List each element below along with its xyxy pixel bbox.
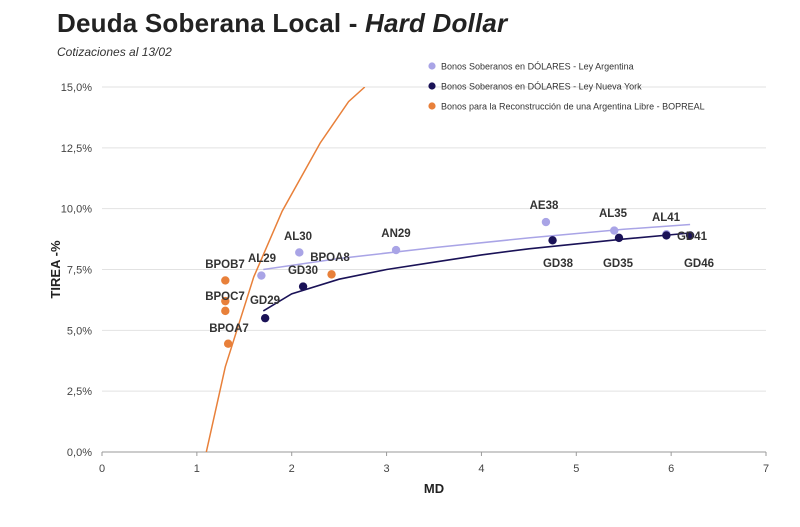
point-label: BPOC7 — [205, 291, 245, 303]
data-point-bpob7 — [221, 276, 230, 285]
x-tick-label: 4 — [478, 463, 484, 475]
point-label: GD30 — [288, 265, 318, 277]
data-point-bpoa8 — [327, 270, 336, 279]
data-point-gd38 — [548, 236, 557, 245]
data-point-an29 — [391, 245, 401, 255]
legend-label: Bonos Soberanos en DÓLARES - Ley Argenti… — [441, 62, 634, 72]
y-tick-label: 2,5% — [67, 386, 92, 398]
point-label: AL30 — [284, 231, 312, 243]
data-point-bpoc7 — [221, 296, 230, 306]
chart-title-italic: Hard Dollar — [365, 8, 508, 38]
point-label: GD41 — [677, 231, 708, 243]
x-tick-label: 3 — [384, 463, 390, 475]
chart-title: Deuda Soberana Local - Hard Dollar — [57, 8, 507, 39]
legend-marker-series-1 — [428, 62, 436, 70]
y-tick-label: 0,0% — [67, 447, 92, 459]
data-point-bpoc7b — [221, 306, 230, 316]
point-label: BPOA7 — [209, 323, 249, 335]
point-label: GD35 — [603, 258, 634, 270]
legend-label: Bonos para la Reconstrucción de una Arge… — [441, 102, 705, 112]
point-label: AL41 — [652, 212, 681, 224]
data-point-gd35 — [614, 233, 624, 243]
trendline-series-2 — [262, 232, 691, 312]
x-tick-label: 0 — [99, 463, 105, 475]
x-tick-label: 1 — [194, 463, 200, 475]
legend-marker-series-3 — [428, 102, 436, 110]
legend-label: Bonos Soberanos en DÓLARES - Ley Nueva Y… — [441, 82, 642, 92]
trendline-series-3 — [205, 87, 366, 452]
data-point-al29 — [257, 271, 266, 280]
trendline-series-1 — [263, 223, 691, 271]
data-point-gd30 — [298, 282, 308, 291]
point-label: GD29 — [250, 295, 280, 307]
data-point-gd29 — [260, 313, 270, 323]
y-tick-label: 10,0% — [61, 204, 92, 216]
point-label: AN29 — [381, 228, 410, 240]
data-point-gd41 — [662, 231, 671, 240]
data-point-bpoa7 — [223, 339, 233, 348]
x-tick-label: 7 — [763, 463, 769, 475]
x-tick-label: 5 — [573, 463, 579, 475]
point-label: AE38 — [530, 200, 559, 212]
y-tick-label: 12,5% — [61, 143, 92, 155]
data-point-ae38 — [541, 217, 551, 227]
x-axis-label: MD — [424, 481, 444, 496]
data-point-gd46 — [685, 231, 695, 240]
y-tick-label: 7,5% — [67, 265, 92, 277]
y-tick-label: 15,0% — [61, 82, 92, 94]
x-tick-label: 6 — [668, 463, 674, 475]
y-tick-label: 5,0% — [67, 325, 92, 337]
data-point-al30 — [295, 248, 304, 257]
legend-marker-series-2 — [428, 82, 436, 90]
point-label: GD46 — [684, 258, 714, 270]
x-tick-label: 2 — [289, 463, 295, 475]
data-point-al35 — [610, 226, 619, 235]
chart-title-main: Deuda Soberana Local - — [57, 8, 366, 38]
point-label: GD38 — [543, 258, 574, 270]
point-label: BPOB7 — [205, 259, 245, 271]
y-axis-label: TIREA -% — [48, 240, 63, 298]
point-label: AL29 — [248, 253, 276, 265]
point-label: BPOA8 — [310, 252, 350, 264]
chart-subtitle: Cotizaciones al 13/02 — [57, 45, 172, 59]
point-label: AL35 — [599, 208, 628, 220]
